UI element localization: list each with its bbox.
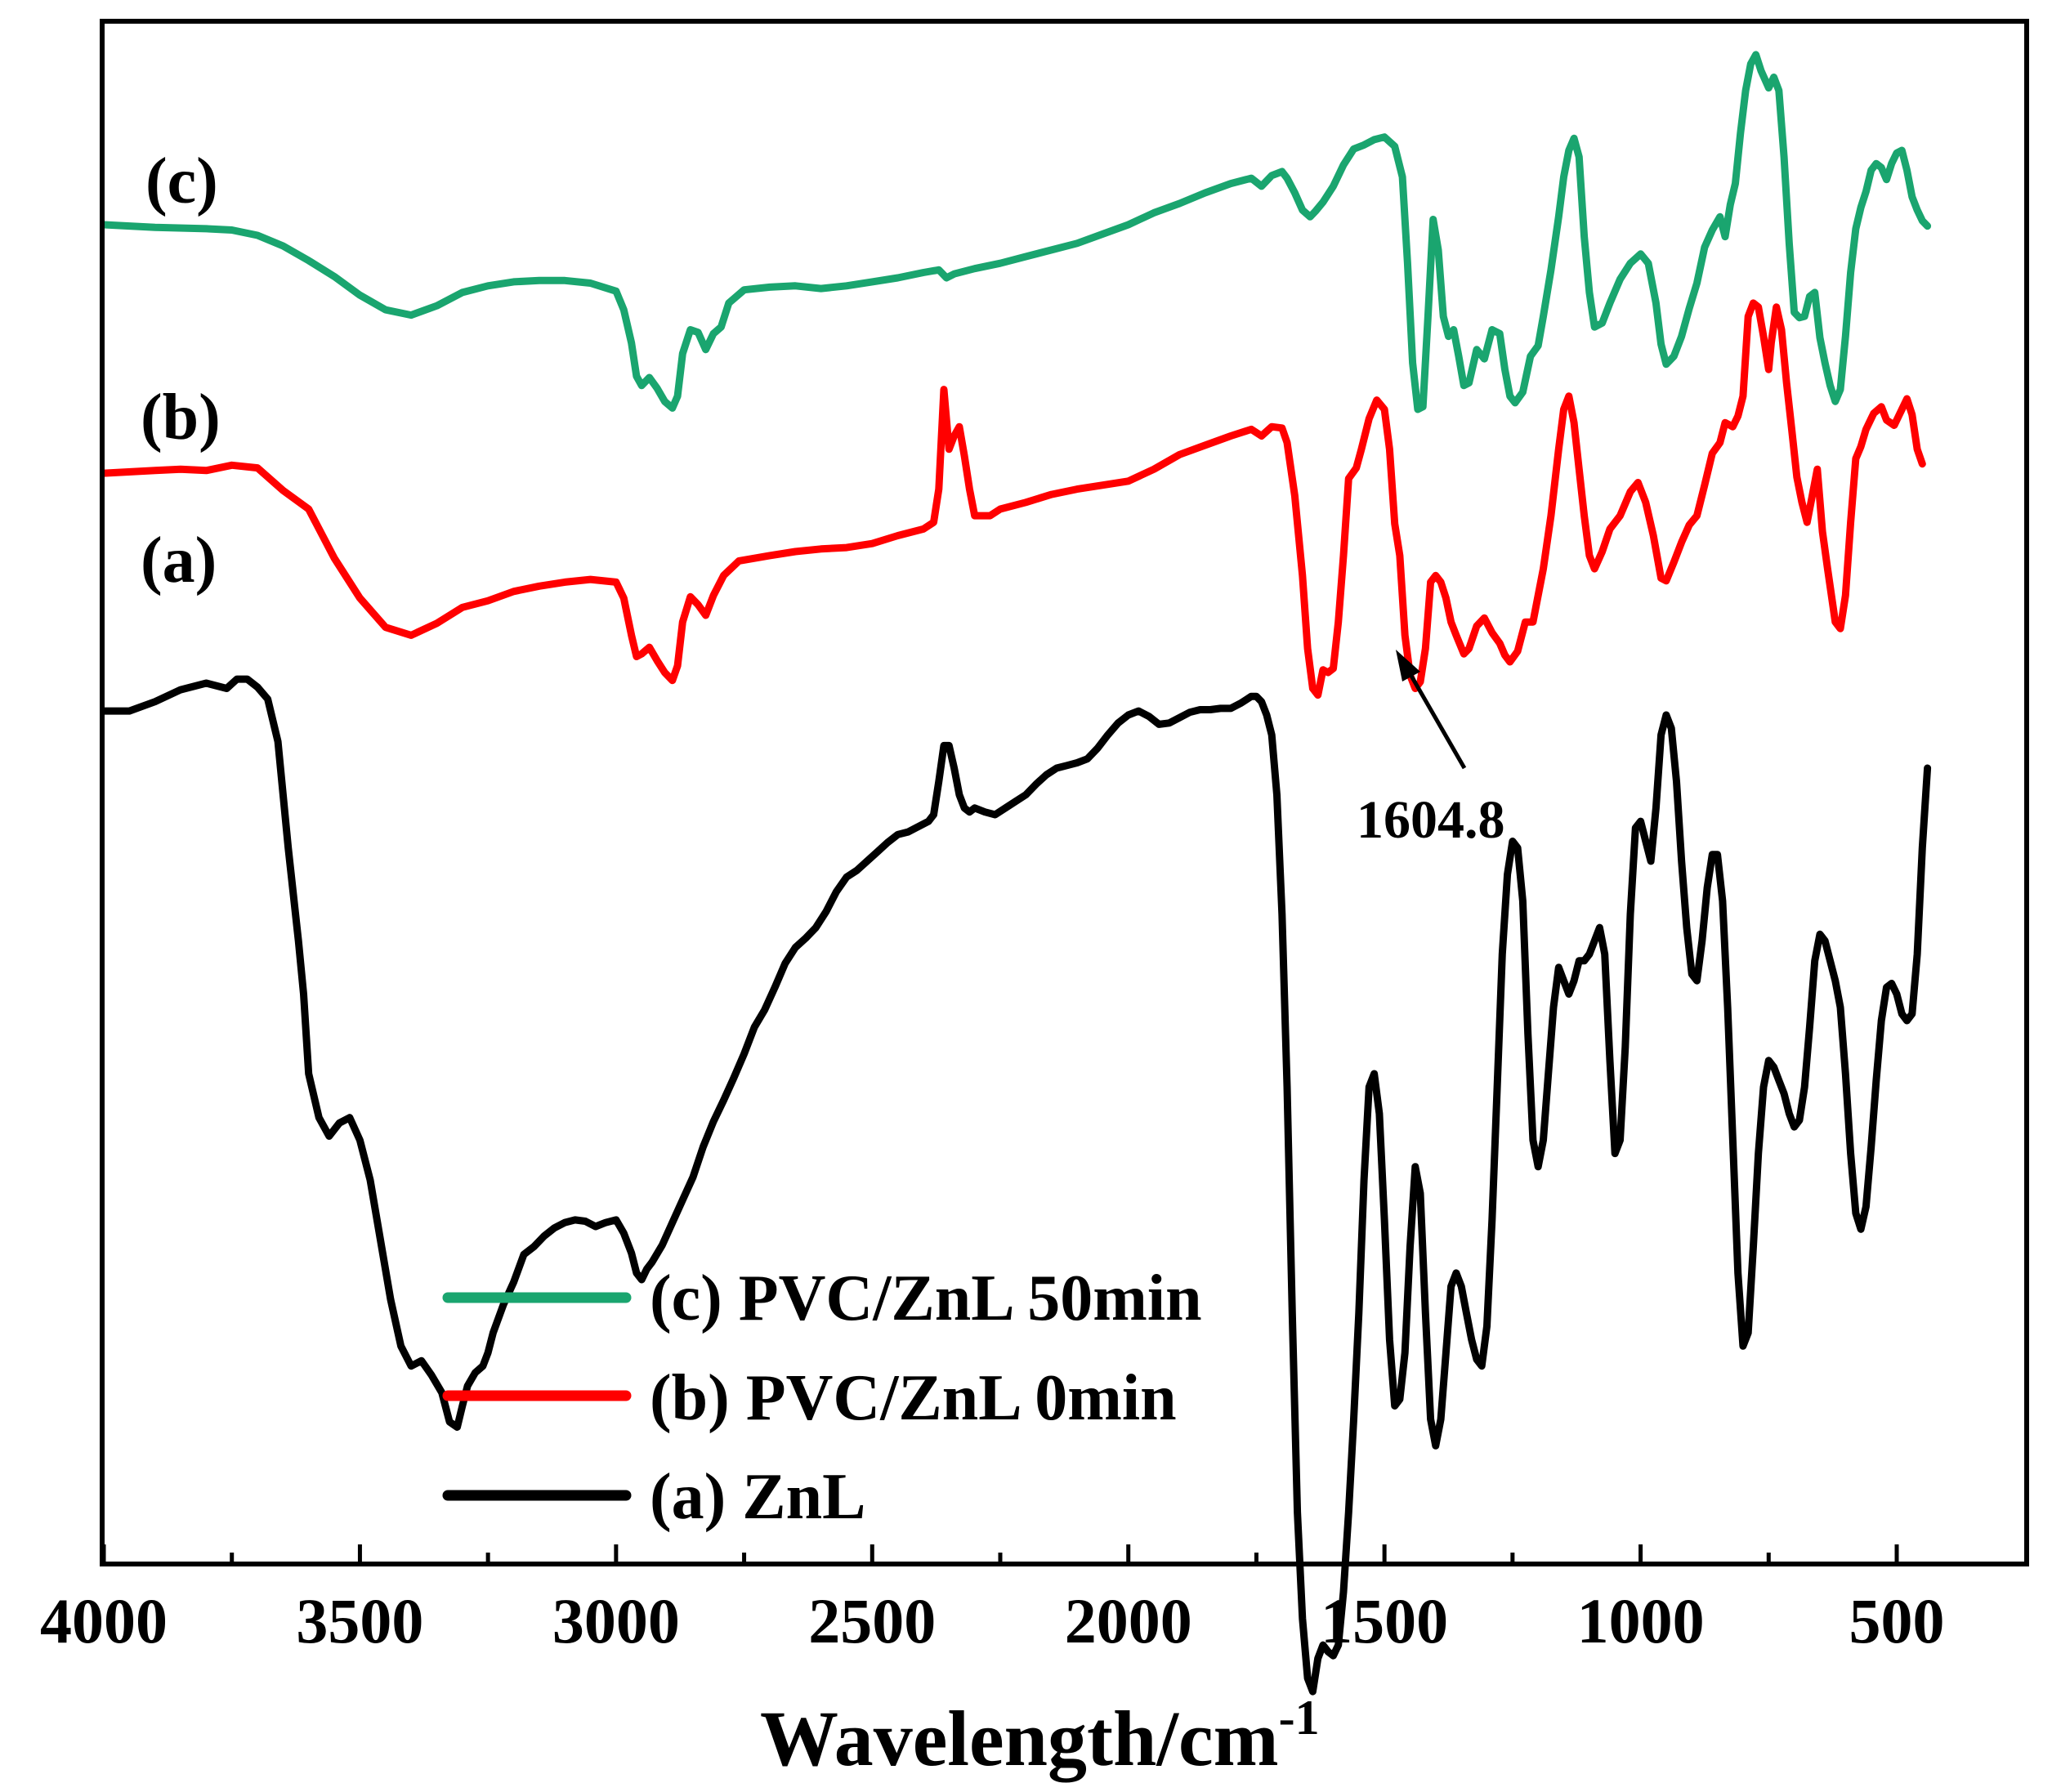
plot-frame xyxy=(100,19,2029,1566)
legend-label-c: (c) PVC/ZnL 50min xyxy=(650,1262,1202,1334)
legend: (c) PVC/ZnL 50min (b) PVC/ZnL 0min (a) Z… xyxy=(442,1262,1202,1533)
series-layer xyxy=(100,51,1932,1696)
annotation-1604-8: 1604.8 xyxy=(1357,650,1505,850)
x-tick-label-2500: 2500 xyxy=(808,1585,936,1656)
curve-label-c: (c) xyxy=(145,145,218,217)
curve-label-b: (b) xyxy=(141,382,221,454)
series-line-c xyxy=(100,51,1932,413)
x-tick-label-4000: 4000 xyxy=(40,1585,168,1656)
x-axis-tick-labels: 4000 3500 3000 2500 2000 1500 1000 500 xyxy=(40,1585,1945,1656)
x-tick-label-3500: 3500 xyxy=(296,1585,423,1656)
x-tick-label-3000: 3000 xyxy=(552,1585,680,1656)
x-axis-ticks xyxy=(101,1544,1899,1564)
x-axis-title-text: Wavelength/cm xyxy=(760,1695,1279,1782)
x-tick-label-500: 500 xyxy=(1849,1585,1945,1656)
annotation-arrow-shaft xyxy=(1403,664,1467,770)
annotation-arrow-head xyxy=(1396,650,1420,681)
x-tick-label-1000: 1000 xyxy=(1577,1585,1705,1656)
legend-label-a: (a) ZnL xyxy=(650,1461,866,1533)
annotation-label: 1604.8 xyxy=(1357,790,1505,850)
x-axis-title: Wavelength/cm-1 xyxy=(760,1691,1320,1782)
legend-label-b: (b) PVC/ZnL 0min xyxy=(650,1362,1177,1434)
x-tick-label-1500: 1500 xyxy=(1321,1585,1448,1656)
x-tick-label-2000: 2000 xyxy=(1065,1585,1192,1656)
series-line-a xyxy=(100,675,1932,1696)
series-line-b xyxy=(100,299,1926,699)
curve-label-a: (a) xyxy=(141,525,217,597)
x-axis-title-superscript: -1 xyxy=(1279,1691,1320,1745)
